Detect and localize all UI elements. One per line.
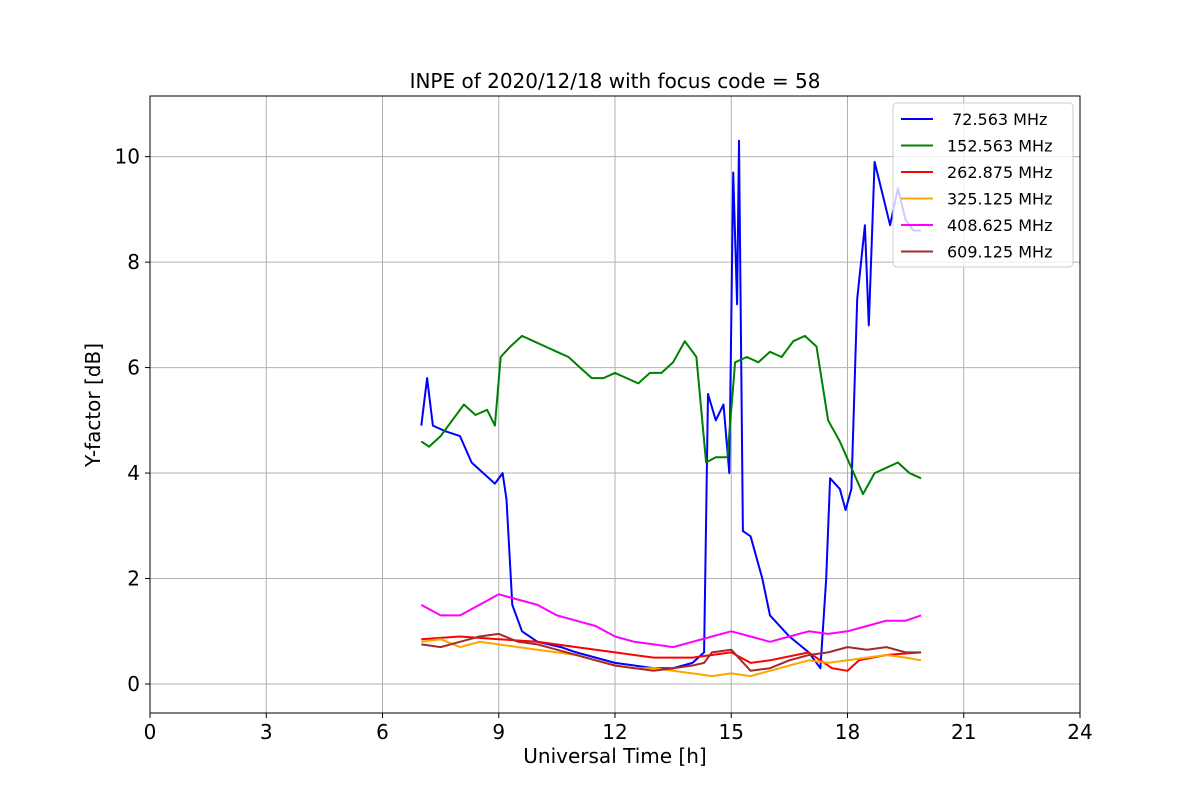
x-tick-label: 24	[1067, 720, 1092, 744]
legend-box	[892, 102, 1074, 268]
x-tick-label: 21	[951, 720, 976, 744]
x-tick-label: 6	[376, 720, 389, 744]
x-tick-label: 3	[260, 720, 273, 744]
legend-label-4: 408.625 MHz	[947, 216, 1052, 235]
series-group	[420, 139, 922, 678]
series-line-5	[421, 632, 922, 672]
x-tick-label: 15	[719, 720, 744, 744]
y-tick-label: 2	[127, 567, 140, 591]
y-tick-label: 10	[115, 145, 140, 169]
y-tick-label: 8	[127, 250, 140, 274]
series-line-4	[420, 593, 922, 649]
x-tick-label: 12	[602, 720, 627, 744]
x-tick-label: 18	[835, 720, 860, 744]
x-axis-label: Universal Time [h]	[523, 744, 706, 768]
y-axis-label: Y-factor [dB]	[81, 343, 105, 468]
legend-label-1: 152.563 MHz	[947, 137, 1052, 156]
legend: 72.563 MHz 152.563 MHz 262.875 MHz 325.125 …	[892, 102, 1074, 268]
chart-title: INPE of 2020/12/18 with focus code = 58	[410, 69, 821, 93]
series-line-0	[420, 139, 922, 670]
legend-label-5: 609.125 MHz	[947, 243, 1052, 262]
legend-label-3: 325.125 MHz	[947, 190, 1052, 209]
legend-label-0: 72.563 MHz	[947, 110, 1047, 129]
x-tick-label: 9	[492, 720, 505, 744]
series-line-2	[421, 635, 922, 672]
y-tick-label: 6	[127, 356, 140, 380]
y-tick-label: 0	[127, 672, 140, 696]
legend-label-2: 262.875 MHz	[947, 163, 1052, 182]
y-tick-label: 4	[127, 461, 140, 485]
series-line-1	[420, 334, 922, 496]
series-line-3	[421, 638, 922, 678]
x-tick-label: 0	[144, 720, 157, 744]
